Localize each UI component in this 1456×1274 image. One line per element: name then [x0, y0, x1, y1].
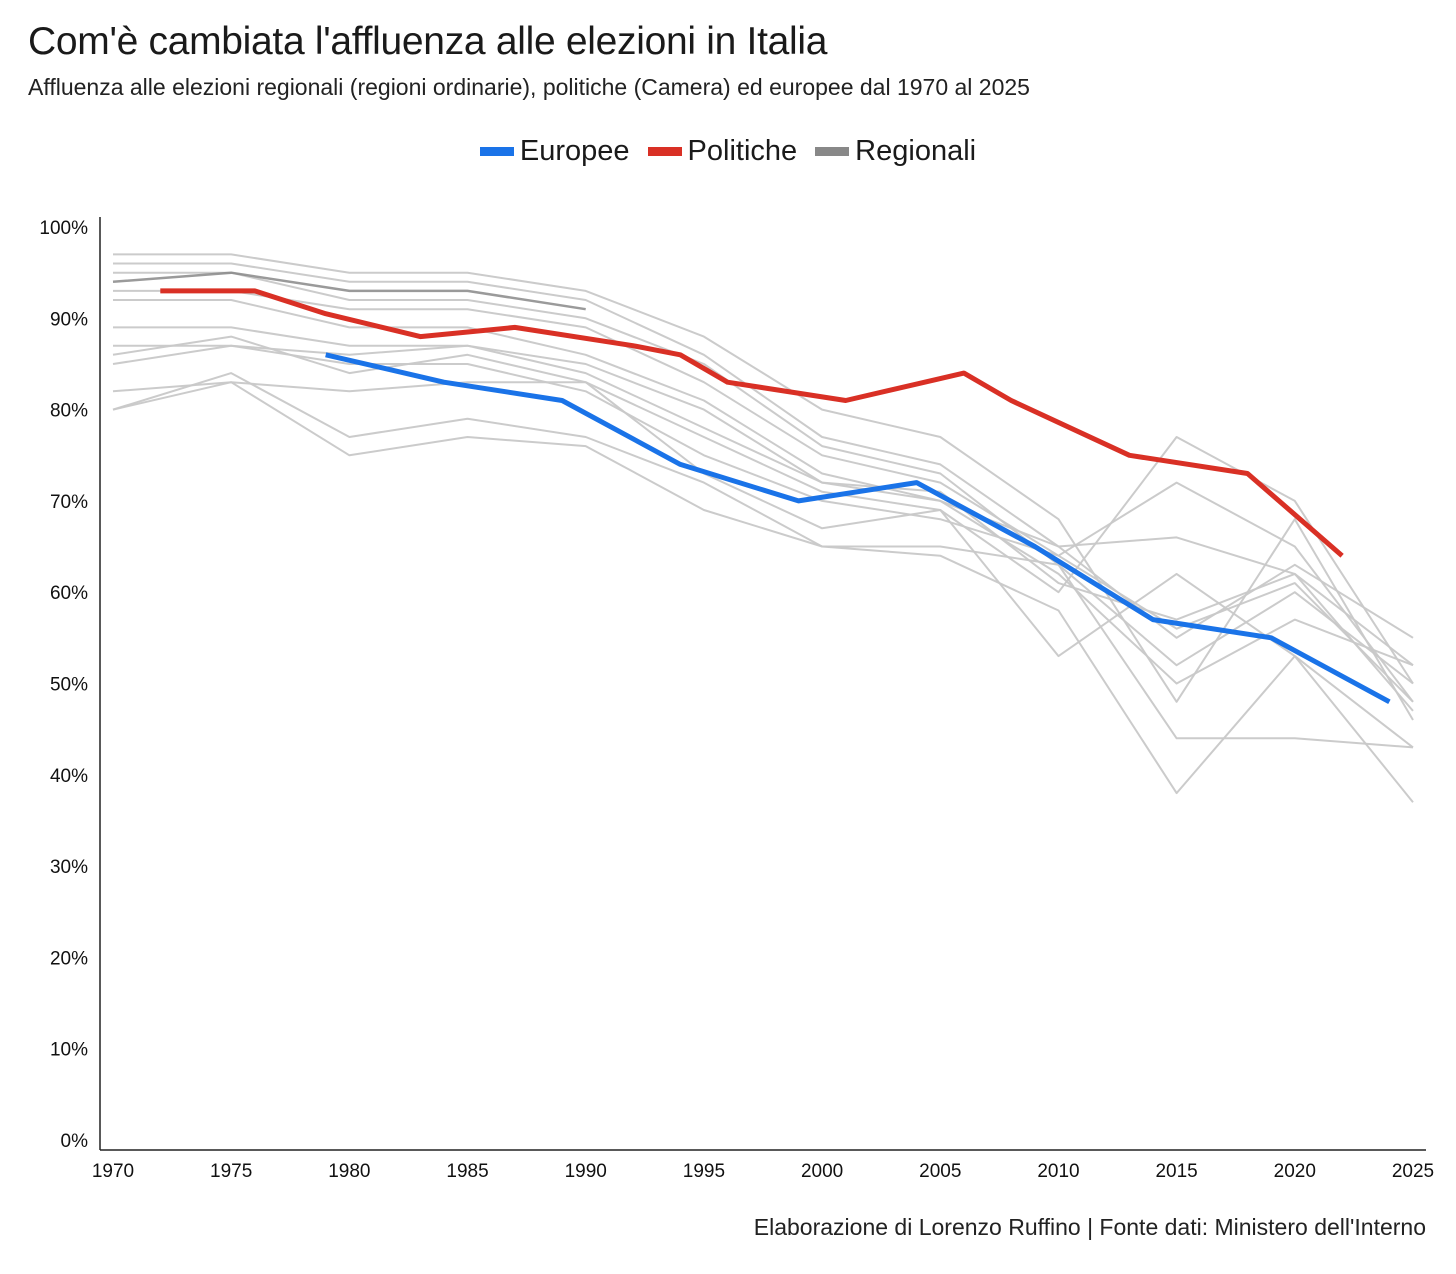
y-tick-label: 10%: [50, 1040, 88, 1061]
x-tick-label: 2010: [1037, 1161, 1079, 1182]
series-line-regionali: [113, 262, 1414, 639]
y-tick-label: 40%: [50, 766, 88, 787]
x-tick-label: 1990: [565, 1161, 607, 1182]
line-chart: 0% 10% 20% 30% 40% 50% 60% 70% 80% 90% 100% 1970 197…: [39, 217, 1434, 1182]
series-line-regionali: [112, 271, 586, 311]
y-tick-label: 30%: [50, 857, 88, 878]
x-tick-label: 1975: [210, 1161, 252, 1182]
series-line-regionali: [112, 335, 1414, 749]
legend-swatch-regionali: [815, 147, 850, 156]
series-line-politiche: [160, 288, 1344, 558]
series-line-regionali: [112, 344, 1414, 703]
legend-label-politiche: Politiche: [687, 135, 798, 167]
x-tick-label: 2005: [919, 1161, 961, 1182]
series-line-regionali: [112, 381, 1414, 685]
series-line-europee: [325, 352, 1391, 704]
legend-label-europee: Europee: [519, 135, 630, 167]
y-tick-label: 60%: [50, 583, 88, 604]
series-line-regionali: [113, 299, 1414, 685]
y-tick-label: 100%: [39, 218, 88, 239]
legend: Europee Politiche Regionali: [0, 135, 1456, 168]
series-line-regionali: [113, 253, 1414, 721]
legend-label-regionali: Regionali: [855, 135, 977, 167]
legend-item-europee: Europee: [479, 135, 630, 168]
series-line-regionali: [112, 372, 1414, 749]
x-tick-label: 2015: [1155, 1161, 1197, 1182]
x-tick-label: 1995: [683, 1161, 725, 1182]
legend-swatch-europee: [479, 147, 514, 156]
y-tick-label: 20%: [50, 948, 88, 969]
source-note: Elaborazione di Lorenzo Ruffino | Fonte …: [753, 1214, 1426, 1240]
y-tick-label: 0%: [61, 1131, 89, 1152]
x-tick-label: 1970: [92, 1161, 134, 1182]
x-tick-label: 2025: [1392, 1161, 1434, 1182]
series-line-regionali: [113, 326, 1414, 712]
series-line-regionali: [112, 381, 1414, 803]
x-tick-label: 1985: [446, 1161, 488, 1182]
y-tick-label: 70%: [50, 492, 88, 513]
chart-title: Com'è cambiata l'affluenza alle elezioni…: [28, 20, 828, 63]
chart-subtitle: Affluenza alle elezioni regionali (regio…: [28, 74, 1030, 100]
legend-item-regionali: Regionali: [815, 135, 976, 168]
y-tick-label: 80%: [50, 401, 88, 422]
series-line-regionali: [113, 271, 1414, 685]
y-tick-label: 50%: [50, 675, 88, 696]
x-tick-label: 2020: [1274, 1161, 1316, 1182]
legend-item-politiche: Politiche: [647, 135, 798, 168]
x-tick-label: 2000: [801, 1161, 843, 1182]
series-line-regionali: [113, 289, 1414, 703]
y-tick-label: 90%: [50, 309, 88, 330]
x-tick-label: 1980: [328, 1161, 370, 1182]
legend-swatch-politiche: [647, 147, 682, 156]
